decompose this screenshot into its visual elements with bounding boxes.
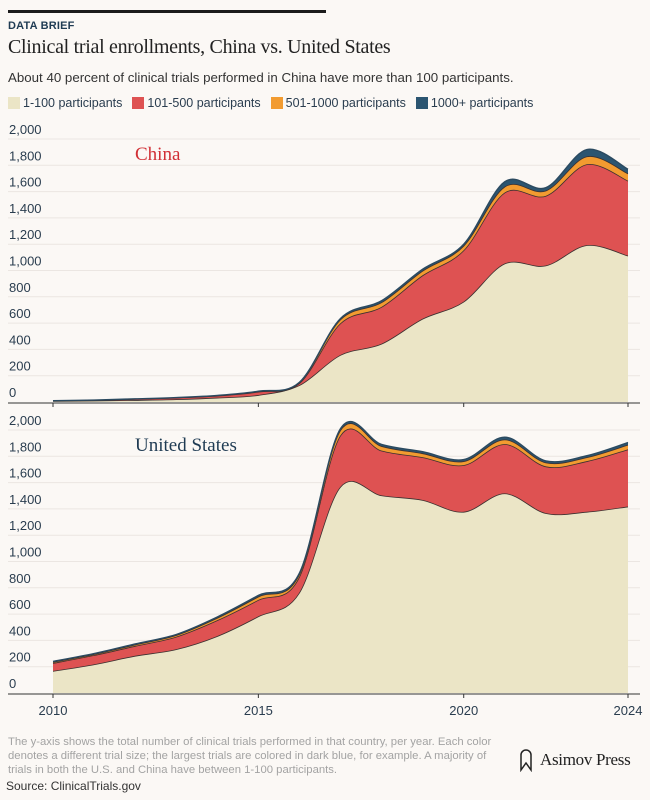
y-tick-label: 1,400	[9, 201, 42, 216]
brand-logo: Asimov Press	[518, 748, 631, 772]
y-tick-label: 0	[9, 676, 16, 691]
top-rule	[8, 10, 326, 13]
x-tick-label: 2015	[244, 703, 273, 718]
legend-label: 501-1000 participants	[285, 96, 406, 110]
legend-item-1000-plus: 1000+ participants	[415, 96, 534, 110]
legend-swatch	[270, 97, 283, 109]
y-tick-label: 1,400	[9, 492, 42, 507]
chart-subtitle: About 40 percent of clinical trials perf…	[8, 70, 514, 85]
y-tick-label: 1,600	[9, 175, 42, 190]
area-boundary-line	[52, 423, 629, 663]
legend-item-501-1000: 501-1000 participants	[270, 96, 406, 110]
legend-swatch	[415, 97, 428, 109]
area-1-100-participants	[53, 245, 628, 402]
y-tick-label: 400	[9, 332, 31, 347]
area-boundary-line	[52, 480, 629, 672]
x-tick-label: 2024	[614, 703, 643, 718]
area-boundary-line	[52, 428, 629, 664]
y-tick-label: 1,600	[9, 466, 42, 481]
y-tick-label: 1,200	[9, 227, 42, 242]
y-tick-label: 1,800	[9, 148, 42, 163]
y-tick-label: 600	[9, 306, 31, 321]
panel-title-china: China	[135, 144, 181, 165]
kicker: DATA BRIEF	[8, 20, 75, 32]
y-tick-label: 2,000	[9, 122, 42, 137]
chart-title: Clinical trial enrollments, China vs. Un…	[8, 36, 391, 58]
legend-label: 1000+ participants	[430, 96, 534, 110]
area-boundary-line	[52, 420, 629, 663]
source-note: Source: ClinicalTrials.gov	[6, 779, 141, 793]
y-tick-label: 800	[9, 571, 31, 586]
asimov-logo-icon	[520, 749, 532, 772]
legend-swatch	[132, 97, 145, 109]
panel-title-united-states: United States	[135, 435, 237, 456]
y-tick-label: 200	[9, 359, 31, 374]
y-tick-label: 1,000	[9, 254, 42, 269]
y-tick-label: 600	[9, 597, 31, 612]
x-tick-label: 2020	[449, 703, 478, 718]
area-1-100-participants	[53, 481, 628, 693]
legend-item-101-500: 101-500 participants	[132, 96, 261, 110]
legend-swatch	[8, 97, 20, 109]
area-boundary-line	[52, 148, 629, 402]
y-tick-label: 2,000	[9, 413, 42, 428]
area-boundary-line	[52, 245, 629, 402]
y-tick-label: 400	[9, 623, 31, 638]
footnote: The y-axis shows the total number of cli…	[8, 736, 492, 776]
y-tick-label: 0	[9, 385, 16, 400]
legend-label: 101-500 participants	[147, 96, 261, 110]
y-tick-label: 800	[9, 280, 31, 295]
y-tick-label: 1,200	[9, 518, 42, 533]
legend-label: 1-100 participants	[23, 96, 123, 110]
legend: 1-100 participants 101-500 participants …	[8, 96, 533, 110]
y-tick-label: 200	[9, 650, 31, 665]
y-tick-label: 1,800	[9, 439, 42, 454]
y-tick-label: 1,000	[9, 545, 42, 560]
legend-item-1-100: 1-100 participants	[8, 96, 122, 110]
brand-name: Asimov Press	[540, 750, 631, 769]
x-tick-label: 2010	[39, 703, 68, 718]
